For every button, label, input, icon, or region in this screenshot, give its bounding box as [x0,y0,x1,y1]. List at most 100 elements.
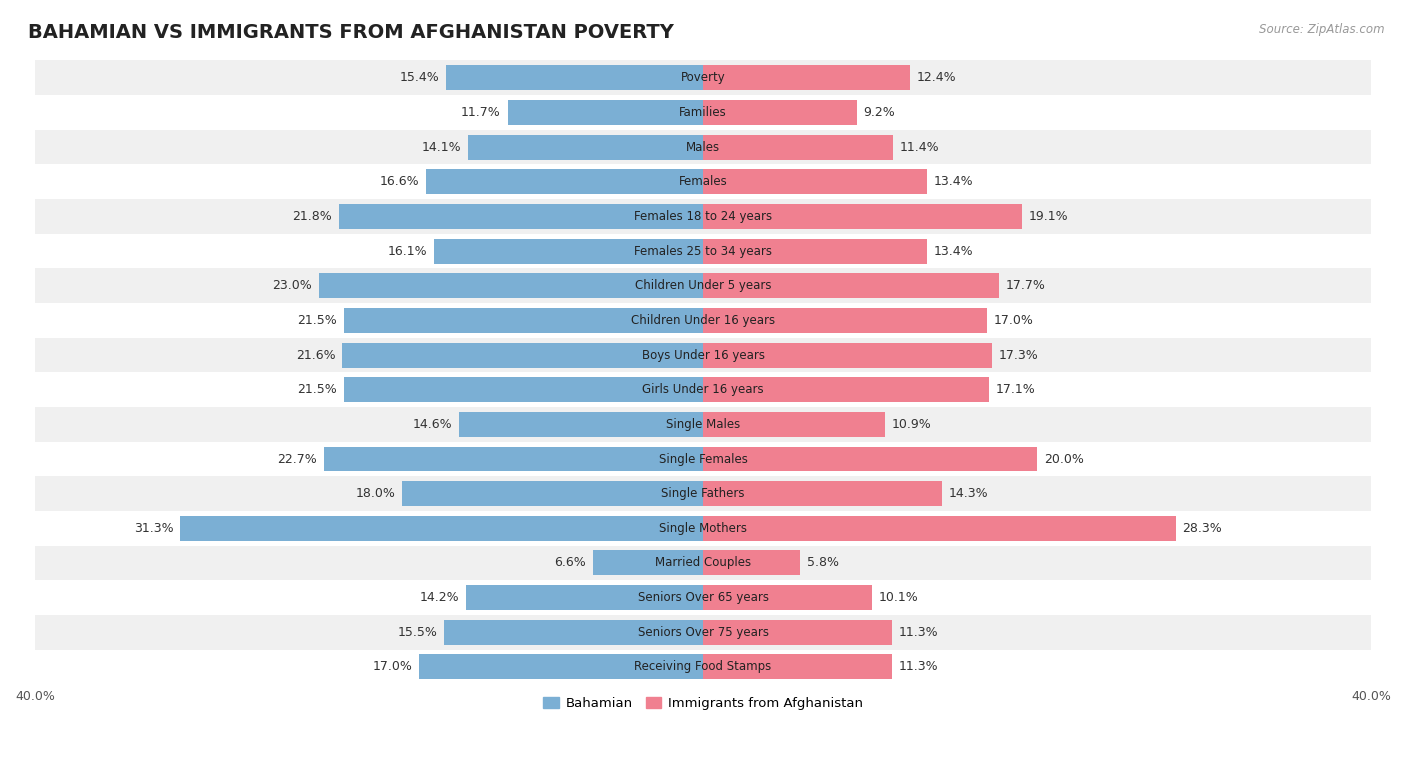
Bar [703,620,891,645]
Bar [444,620,703,645]
Bar [703,481,942,506]
Text: 21.6%: 21.6% [295,349,336,362]
Text: 13.4%: 13.4% [934,175,973,188]
Bar [35,164,1371,199]
Text: 28.3%: 28.3% [1182,522,1222,535]
Bar [703,516,1175,540]
Bar [319,273,703,298]
Text: Seniors Over 75 years: Seniors Over 75 years [637,626,769,639]
Text: Single Females: Single Females [658,453,748,465]
Bar [35,442,1371,476]
Bar [35,650,1371,684]
Text: 6.6%: 6.6% [554,556,586,569]
Bar [468,135,703,160]
Bar [465,585,703,610]
Bar [703,550,800,575]
Bar [35,476,1371,511]
Text: Single Mothers: Single Mothers [659,522,747,535]
Text: Boys Under 16 years: Boys Under 16 years [641,349,765,362]
Text: 18.0%: 18.0% [356,487,395,500]
Text: 21.8%: 21.8% [292,210,332,223]
Text: 17.3%: 17.3% [998,349,1039,362]
Text: Males: Males [686,141,720,154]
Bar [703,135,893,160]
Text: Poverty: Poverty [681,71,725,84]
Text: 16.1%: 16.1% [388,245,427,258]
Text: 10.9%: 10.9% [891,418,932,431]
Text: 14.1%: 14.1% [422,141,461,154]
Bar [35,130,1371,164]
Text: Females 25 to 34 years: Females 25 to 34 years [634,245,772,258]
Bar [344,308,703,333]
Text: 14.2%: 14.2% [419,591,460,604]
Text: Receiving Food Stamps: Receiving Food Stamps [634,660,772,673]
Bar [35,581,1371,615]
Text: Females 18 to 24 years: Females 18 to 24 years [634,210,772,223]
Bar [703,585,872,610]
Text: 17.1%: 17.1% [995,384,1035,396]
Bar [426,169,703,194]
Bar [446,65,703,90]
Bar [35,233,1371,268]
Bar [703,412,884,437]
Bar [35,511,1371,546]
Legend: Bahamian, Immigrants from Afghanistan: Bahamian, Immigrants from Afghanistan [537,691,869,715]
Bar [339,204,703,229]
Bar [703,65,910,90]
Text: 15.4%: 15.4% [399,71,439,84]
Text: Families: Families [679,106,727,119]
Text: 11.3%: 11.3% [898,626,938,639]
Text: 19.1%: 19.1% [1029,210,1069,223]
Bar [35,615,1371,650]
Bar [703,446,1038,471]
Bar [35,546,1371,581]
Text: 13.4%: 13.4% [934,245,973,258]
Text: 12.4%: 12.4% [917,71,956,84]
Text: 21.5%: 21.5% [298,314,337,327]
Text: 11.3%: 11.3% [898,660,938,673]
Text: 14.3%: 14.3% [949,487,988,500]
Bar [703,343,993,368]
Bar [703,239,927,264]
Bar [508,100,703,125]
Bar [434,239,703,264]
Text: Children Under 16 years: Children Under 16 years [631,314,775,327]
Bar [419,654,703,679]
Text: 14.6%: 14.6% [413,418,453,431]
Bar [344,377,703,402]
Bar [703,308,987,333]
Bar [703,654,891,679]
Text: 22.7%: 22.7% [277,453,318,465]
Bar [35,61,1371,96]
Text: Females: Females [679,175,727,188]
Text: 11.4%: 11.4% [900,141,939,154]
Text: 9.2%: 9.2% [863,106,896,119]
Text: Girls Under 16 years: Girls Under 16 years [643,384,763,396]
Text: BAHAMIAN VS IMMIGRANTS FROM AFGHANISTAN POVERTY: BAHAMIAN VS IMMIGRANTS FROM AFGHANISTAN … [28,23,673,42]
Text: 16.6%: 16.6% [380,175,419,188]
Text: 20.0%: 20.0% [1043,453,1084,465]
Text: Single Fathers: Single Fathers [661,487,745,500]
Text: Single Males: Single Males [666,418,740,431]
Text: Source: ZipAtlas.com: Source: ZipAtlas.com [1260,23,1385,36]
Text: 17.7%: 17.7% [1005,279,1045,293]
Bar [35,96,1371,130]
Text: 15.5%: 15.5% [398,626,437,639]
Text: Children Under 5 years: Children Under 5 years [634,279,772,293]
Bar [35,338,1371,372]
Bar [703,204,1022,229]
Bar [35,372,1371,407]
Bar [35,303,1371,338]
Bar [703,100,856,125]
Bar [402,481,703,506]
Text: 10.1%: 10.1% [879,591,918,604]
Bar [342,343,703,368]
Bar [35,407,1371,442]
Bar [35,199,1371,233]
Bar [703,169,927,194]
Text: Married Couples: Married Couples [655,556,751,569]
Text: 31.3%: 31.3% [134,522,173,535]
Bar [460,412,703,437]
Text: 23.0%: 23.0% [273,279,312,293]
Bar [323,446,703,471]
